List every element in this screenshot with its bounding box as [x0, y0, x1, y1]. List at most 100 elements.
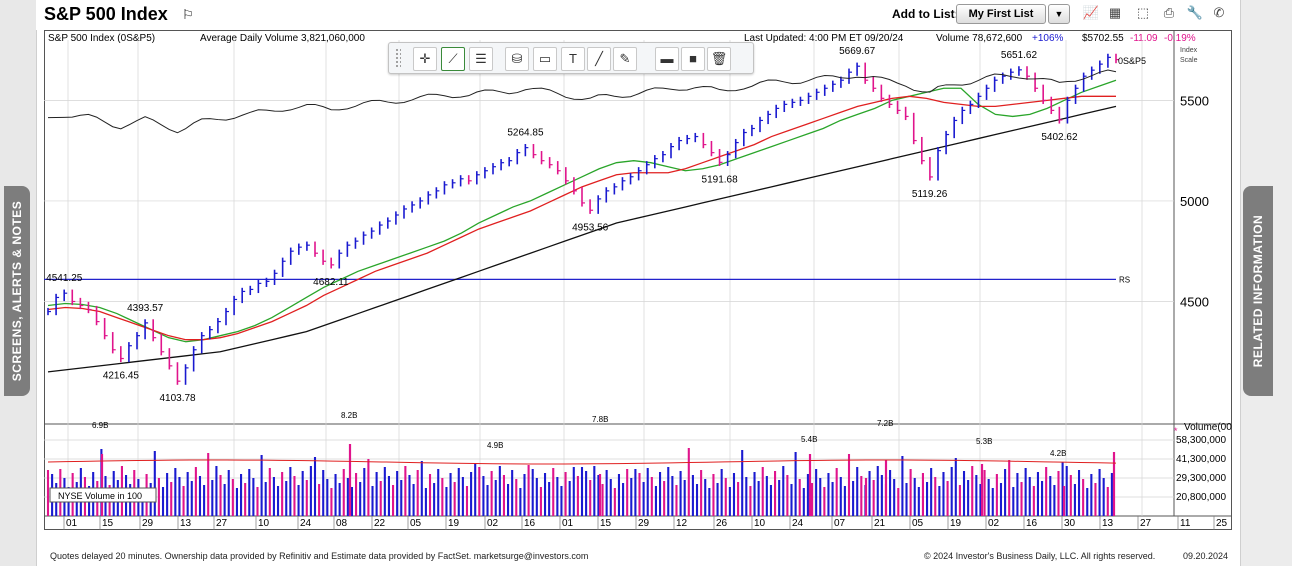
page-title: S&P 500 Index [44, 4, 168, 24]
x-day-tick-label: 15 [102, 518, 114, 529]
x-day-tick-label: 10 [754, 518, 766, 529]
volume-annotation: 5.3B [976, 437, 992, 446]
x-day-tick-label: 15 [600, 518, 612, 529]
x-day-tick-label: 02 [988, 518, 1000, 529]
dropdown-icon[interactable]: ▼ [1048, 4, 1070, 24]
info-last-updated: Last Updated: 4:00 PM ET 09/20/24 [744, 33, 904, 44]
chart-type-icon[interactable]: 📈 [1082, 5, 1100, 20]
x-day-tick-label: 26 [716, 518, 728, 529]
line-weight-icon[interactable]: ▬ [655, 47, 679, 71]
x-day-tick-label: 10 [258, 518, 270, 529]
rs-line [47, 69, 1117, 134]
x-day-tick-label: 11 [1180, 518, 1191, 529]
trash-icon[interactable]: 🗑 [707, 47, 731, 71]
price-annotation: 5651.62 [1001, 50, 1038, 61]
rs-line-label: 0S&P5 [1118, 56, 1146, 66]
info-change: -11.09 [1130, 33, 1158, 44]
price-tick-label: 4500 [1180, 294, 1209, 309]
x-day-tick-label: 27 [1140, 518, 1152, 529]
color-icon[interactable]: ■ [681, 47, 705, 71]
stock-chart[interactable]: S&P 500 Index (0S&P5) Average Daily Volum… [44, 30, 1235, 541]
info-price: $5702.55 [1082, 33, 1124, 44]
volume-annotation: 5.4B [801, 435, 817, 444]
volume-tick-label: 58,300,000 [1176, 435, 1226, 446]
chart-svg: S&P 500 Index (0S&P5) Average Daily Volum… [44, 30, 1235, 541]
x-day-tick-label: 24 [792, 518, 804, 529]
x-day-tick-label: 19 [448, 518, 460, 529]
x-day-tick-label: 21 [874, 518, 886, 529]
price-annotation: 4541.25 [46, 273, 83, 284]
price-annotation: 4393.57 [127, 303, 164, 314]
moving-average-line-1 [47, 79, 1117, 343]
volume-annotation: 7.2B [877, 419, 893, 428]
volume-tick-label: 29,300,000 [1176, 473, 1226, 484]
x-day-tick-label: 25 [1216, 518, 1228, 529]
list-icon[interactable]: ☰ [469, 47, 493, 71]
tools-icon[interactable]: 🔧 [1186, 5, 1204, 20]
volume-axis-marker: * [1174, 426, 1178, 436]
volume-tick-label: 20,800,000 [1176, 492, 1226, 503]
header-bar: S&P 500 Index ⚐ Add to List: My First Li… [36, 0, 1240, 30]
list-select[interactable]: My First List [956, 4, 1046, 24]
info-volume: Volume 78,672,600 [936, 33, 1023, 44]
x-day-tick-label: 24 [300, 518, 312, 529]
text-icon[interactable]: T [561, 47, 585, 71]
x-day-tick-label: 29 [142, 518, 154, 529]
footer-date: 09.20.2024 [1183, 551, 1229, 561]
price-annotation: 5402.62 [1041, 132, 1078, 143]
x-day-tick-label: 12 [676, 518, 688, 529]
volume-annotation: 8.2B [341, 411, 357, 420]
paint-icon[interactable]: ⛁ [505, 47, 529, 71]
volume-average-line [47, 459, 1117, 465]
x-day-tick-label: 13 [1102, 518, 1114, 529]
x-day-tick-label: 27 [216, 518, 228, 529]
x-day-tick-label: 13 [180, 518, 192, 529]
x-day-tick-label: 30 [1064, 518, 1076, 529]
line-icon[interactable]: ╱ [587, 47, 611, 71]
price-annotation: 5191.68 [702, 174, 739, 185]
price-tick-label: 5000 [1180, 194, 1209, 209]
x-day-tick-label: 16 [524, 518, 536, 529]
flag-icon[interactable]: ⚐ [182, 7, 194, 22]
trendline-icon[interactable]: ⟋ [441, 47, 465, 71]
print-icon[interactable]: ⎙ [1163, 5, 1175, 20]
x-day-tick-label: 05 [912, 518, 924, 529]
info-avg-volume: Average Daily Volume 3,821,060,000 [200, 33, 365, 44]
footer-copyright: © 2024 Investor's Business Daily, LLC. A… [924, 551, 1156, 561]
price-annotation: 4953.56 [572, 222, 609, 233]
x-day-tick-label: 29 [638, 518, 650, 529]
axis-index-label: Index [1180, 47, 1198, 54]
x-day-tick-label: 07 [834, 518, 846, 529]
volume-annotation: 6.9B [92, 421, 108, 430]
price-annotation: 5669.67 [839, 46, 876, 57]
volume-legend: NYSE Volume in 100 [58, 491, 142, 501]
related-information-tab[interactable]: RELATED INFORMATION [1243, 186, 1273, 396]
info-volume-change: +106% [1032, 33, 1064, 44]
price-annotation: 4682.11 [313, 277, 349, 288]
x-day-tick-label: 01 [562, 518, 574, 529]
compare-icon[interactable]: ⬚ [1136, 5, 1150, 20]
layout-icon[interactable]: ▦ [1108, 5, 1122, 20]
price-annotation: 4103.78 [159, 393, 196, 404]
add-to-list-label: Add to List: [892, 7, 959, 21]
toolbar-grip-icon[interactable] [395, 48, 401, 68]
related-information-label: RELATED INFORMATION [1251, 214, 1265, 368]
crosshair-icon[interactable]: ✛ [413, 47, 437, 71]
moving-average-line-2 [47, 95, 1116, 341]
price-tick-label: 5500 [1180, 93, 1209, 108]
x-day-tick-label: 08 [336, 518, 348, 529]
info-change-pct: -0.19% [1164, 33, 1196, 44]
rs-marker-label: RS [1119, 275, 1130, 284]
footer-disclaimer: Quotes delayed 20 minutes. Ownership dat… [50, 551, 589, 561]
axis-scale-label: Scale [1180, 57, 1198, 64]
x-day-tick-label: 19 [950, 518, 962, 529]
x-day-tick-label: 22 [374, 518, 386, 529]
pencil-icon[interactable]: ✎ [613, 47, 637, 71]
phone-icon[interactable]: ✆ [1213, 5, 1225, 20]
volume-annotation: 7.8B [592, 415, 608, 424]
screens-alerts-notes-tab[interactable]: SCREENS, ALERTS & NOTES [4, 186, 30, 396]
volume-legend-box [49, 487, 157, 503]
rectangle-icon[interactable]: ▭ [533, 47, 557, 71]
x-day-tick-label: 05 [410, 518, 422, 529]
volume-annotation: 4.2B [1050, 449, 1066, 458]
